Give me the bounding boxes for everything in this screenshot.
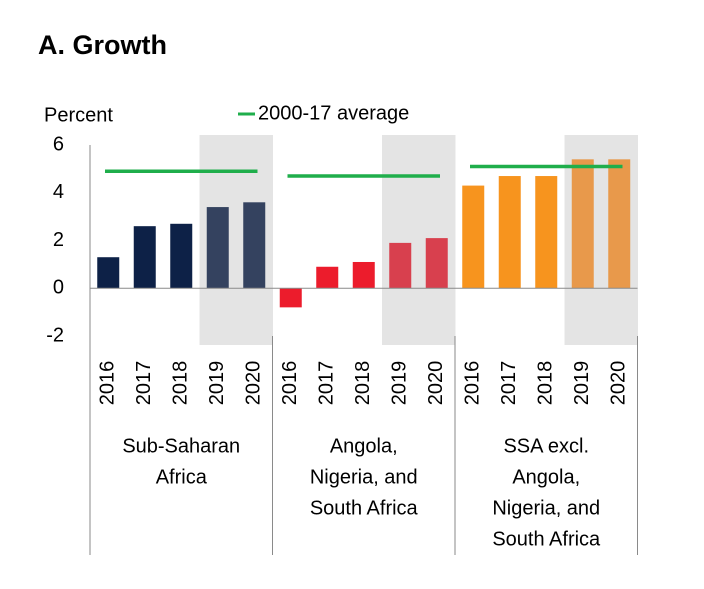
group-label: Angola,	[512, 466, 580, 488]
group-label: South Africa	[310, 497, 419, 519]
group-label: SSA excl.	[503, 435, 589, 457]
y-tick-label: 6	[53, 133, 64, 155]
x-tick-label: 2016	[279, 361, 301, 406]
group-label: South Africa	[492, 528, 601, 550]
x-tick-label: 2020	[243, 361, 265, 406]
y-tick-label: 4	[53, 181, 64, 203]
bar	[133, 226, 156, 289]
bar	[608, 159, 631, 289]
y-tick-label: 2	[53, 229, 64, 251]
forecast-shade	[382, 135, 419, 345]
bar	[97, 257, 120, 289]
x-tick-label: 2016	[462, 361, 484, 406]
bar	[425, 238, 448, 289]
bar	[316, 266, 339, 289]
bar	[243, 202, 266, 289]
x-tick-label: 2018	[535, 361, 557, 406]
x-tick-label: 2019	[571, 361, 593, 406]
bar	[462, 185, 485, 289]
x-tick-label: 2018	[170, 361, 192, 406]
bar	[170, 223, 193, 289]
group-label: Nigeria, and	[310, 466, 418, 488]
chart-title: A. Growth	[38, 30, 167, 60]
x-tick-label: 2017	[498, 361, 520, 406]
group-label: Nigeria, and	[492, 497, 600, 519]
y-tick-label: -2	[46, 324, 64, 346]
bar	[389, 242, 412, 289]
group-label: Sub-Saharan	[122, 435, 240, 457]
group-label: Africa	[156, 466, 208, 488]
bar	[279, 288, 302, 308]
x-tick-label: 2019	[389, 361, 411, 406]
bar	[352, 261, 375, 289]
x-tick-label: 2017	[316, 361, 338, 406]
x-tick-label: 2019	[206, 361, 228, 406]
x-tick-label: 2016	[97, 361, 119, 406]
y-axis-label: Percent	[44, 104, 113, 126]
x-tick-label: 2020	[425, 361, 447, 406]
bar	[535, 176, 558, 289]
bar	[571, 159, 594, 289]
x-tick-label: 2020	[608, 361, 630, 406]
legend-label: 2000-17 average	[258, 102, 409, 124]
x-tick-label: 2018	[352, 361, 374, 406]
bar	[498, 176, 521, 289]
y-tick-label: 0	[53, 277, 64, 299]
group-label: Angola,	[330, 435, 398, 457]
bar	[206, 207, 229, 289]
x-tick-label: 2017	[133, 361, 155, 406]
